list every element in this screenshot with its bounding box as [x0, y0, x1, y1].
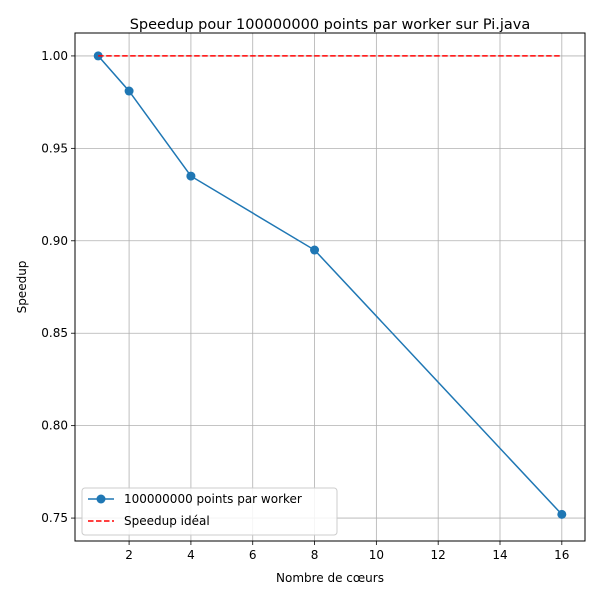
legend-box [81, 487, 338, 536]
data-point [186, 171, 196, 181]
x-tick-label: 2 [125, 548, 133, 562]
chart-title: Speedup pour 100000000 points par worker… [130, 17, 531, 33]
y-tick-label: 1.00 [41, 49, 68, 63]
y-tick-label: 0.85 [41, 326, 68, 340]
y-tick-label: 0.90 [41, 234, 68, 248]
plot-frame [74, 32, 586, 542]
legend: 100000000 points par worker Speedup idéa… [81, 487, 338, 536]
x-tick-label: 16 [554, 548, 569, 562]
x-tick-label: 10 [369, 548, 384, 562]
x-tick-label: 4 [187, 548, 195, 562]
legend-label-ideal: Speedup idéal [124, 514, 210, 528]
legend-marker-measured [96, 494, 106, 504]
plot-series [93, 51, 567, 519]
y-tick-label: 0.80 [41, 419, 68, 433]
data-point [557, 509, 567, 519]
axis-ticks: 2 4 6 8 10 12 14 16 0.75 0.80 0.85 0.90 0.95 1.00 [41, 49, 569, 562]
x-axis-label: Nombre de cœurs [276, 571, 384, 585]
legend-label-measured: 100000000 points par worker [124, 492, 302, 506]
y-tick-label: 0.95 [41, 141, 68, 155]
x-tick-label: 12 [431, 548, 446, 562]
y-tick-label: 0.75 [41, 511, 68, 525]
data-point [124, 86, 134, 96]
x-tick-label: 6 [249, 548, 257, 562]
y-axis-label: Speedup [15, 261, 29, 314]
x-tick-label: 8 [311, 548, 319, 562]
data-point [310, 245, 320, 255]
x-tick-label: 14 [492, 548, 507, 562]
